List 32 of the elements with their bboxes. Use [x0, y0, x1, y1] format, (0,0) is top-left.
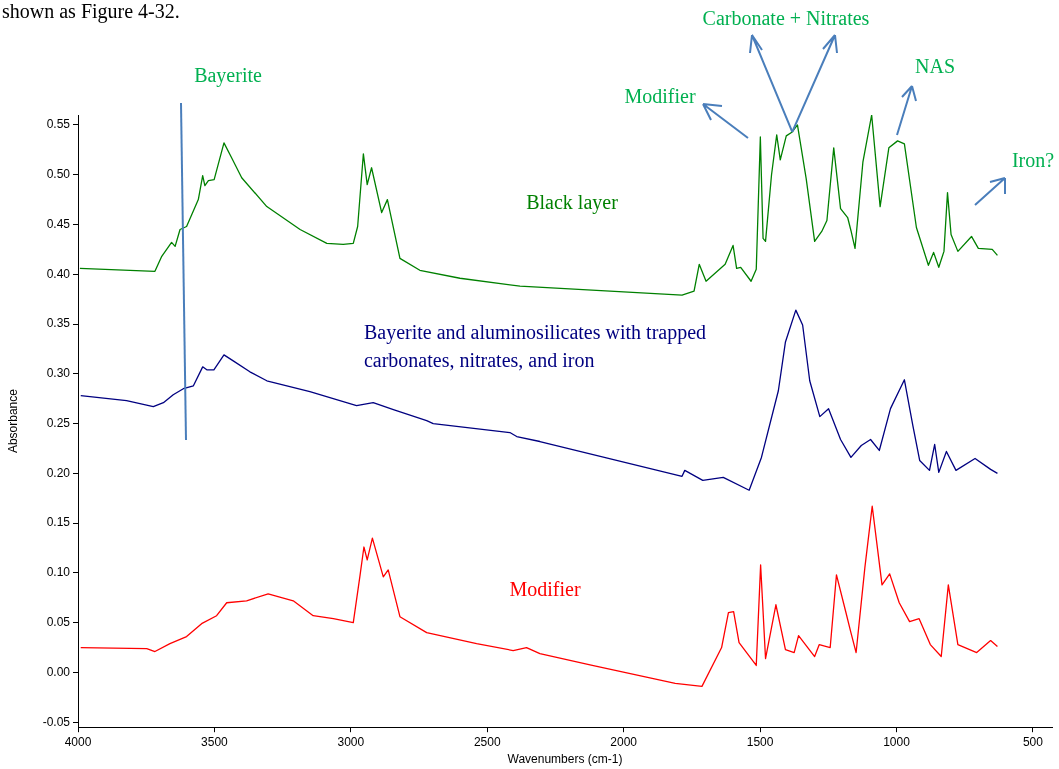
annotation: Iron? [1011, 149, 1055, 172]
y-tick-label: 0.40 [46, 266, 71, 281]
x-axis-title: Wavenumbers (cm-1) [507, 752, 623, 767]
y-tick-label: 0.10 [46, 565, 71, 580]
y-tick-label: 0.25 [46, 415, 71, 430]
text: Black layer [526, 191, 619, 215]
y-tick-label: 0.50 [46, 167, 71, 182]
x-tick-label: 4000 [64, 734, 92, 749]
y-tick-label: 0.35 [46, 316, 71, 331]
x-tick-label: 500 [1022, 734, 1044, 749]
text: Modifier [624, 85, 696, 108]
y-tick-label: 0.15 [46, 515, 71, 530]
series-label: Bayerite and aluminosilicates with trapped carbonates, nitrates, and iron [363, 321, 707, 372]
text: NAS [914, 55, 956, 78]
y-tick-label: 0.55 [46, 117, 71, 132]
text: Bayerite [194, 64, 262, 88]
y-tick-label: 0.00 [46, 664, 71, 679]
y-tick-label: 0.45 [46, 216, 71, 231]
annotation: Carbonate + Nitrates [702, 7, 870, 30]
x-tick-label: 3500 [201, 734, 229, 749]
y-tick-label: 0.20 [46, 465, 71, 480]
x-tick-label: 1000 [883, 734, 911, 749]
x-tick-label: 2000 [610, 734, 638, 749]
y-tick-label: 0.30 [46, 366, 71, 381]
text: Modifier [509, 578, 581, 601]
y-tick-label: 0.05 [46, 614, 71, 629]
y-tick-label: -0.05 [42, 714, 71, 729]
x-tick-label: 1500 [746, 734, 774, 749]
x-tick-label: 3000 [337, 734, 365, 749]
y-axis-title: Absorbance [5, 388, 20, 454]
x-tick-label: 2500 [473, 734, 501, 749]
chart-title: shown as Figure 4-32. [2, 0, 180, 23]
